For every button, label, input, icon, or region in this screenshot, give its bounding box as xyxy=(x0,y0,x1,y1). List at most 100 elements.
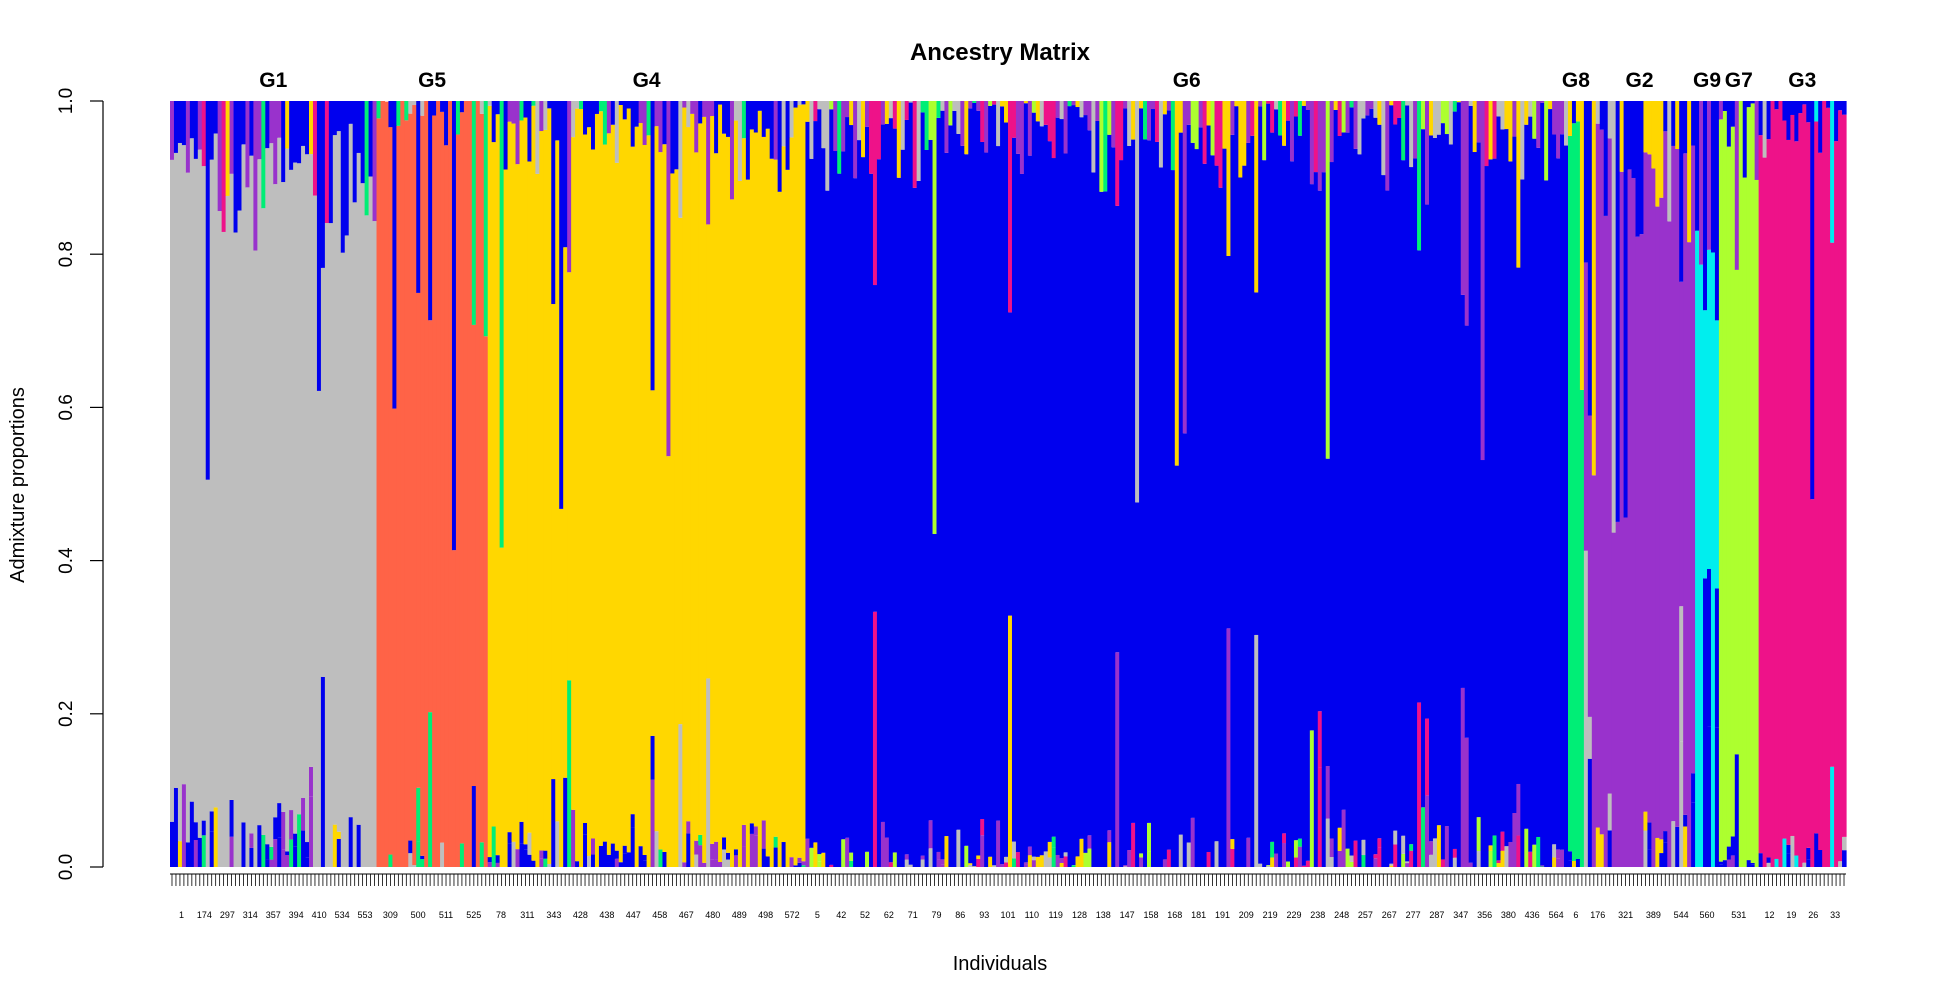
bar-segment-g6-49-2 xyxy=(1000,101,1005,106)
bar-segment-g6-10-1 xyxy=(845,117,850,838)
bar-segment-g4-42-2 xyxy=(655,101,660,126)
bar-segment-g4-13-2 xyxy=(539,131,544,850)
bar-segment-g4-24-3 xyxy=(583,101,588,135)
bar-segment-g4-5-0 xyxy=(508,844,513,867)
bar-segment-g6-91-1 xyxy=(1167,110,1172,849)
bar-segment-g3-7-0 xyxy=(1786,853,1791,867)
bar-segment-g7-1-2 xyxy=(1723,101,1728,111)
bar-segment-g4-34-3 xyxy=(623,101,628,119)
bar-segment-g4-22-0 xyxy=(575,861,580,867)
bar-segment-g4-17-2 xyxy=(555,101,560,140)
bar-segment-g6-176-1 xyxy=(1504,129,1509,846)
bar-segment-g6-78-2 xyxy=(1115,101,1120,206)
bar-segment-g6-48-2 xyxy=(996,101,1001,146)
bar-segment-g6-40-0 xyxy=(964,846,969,867)
bar-segment-g5-10-0 xyxy=(416,841,421,867)
bar-segment-g6-140-1 xyxy=(1361,840,1366,855)
bar-segment-g6-104-1 xyxy=(1218,101,1223,188)
bar-segment-g1-26-3 xyxy=(273,101,278,184)
bar-segment-g1-20-3 xyxy=(249,101,254,156)
bar-segment-g5-10-1 xyxy=(416,788,421,841)
x-tick-label: 394 xyxy=(289,910,304,920)
bar-segment-g6-0-0 xyxy=(805,839,810,867)
bar-segment-g3-18-2 xyxy=(1830,101,1835,243)
bar-segment-g6-4-1 xyxy=(821,148,826,853)
bar-segment-g9-3-3 xyxy=(1707,101,1712,250)
bar-segment-g4-68-1 xyxy=(758,101,763,111)
x-tick-label: 511 xyxy=(439,910,453,920)
x-tick-label: 62 xyxy=(884,910,894,920)
bar-segment-g1-2-0 xyxy=(178,841,183,867)
bar-segment-g1-23-2 xyxy=(261,101,266,208)
bar-segment-g6-160-0 xyxy=(1441,859,1446,867)
bar-segment-g6-157-2 xyxy=(1429,135,1434,841)
bar-segment-g4-21-2 xyxy=(571,101,576,137)
bar-segment-g6-116-0 xyxy=(1266,866,1271,867)
bar-segment-g6-89-0 xyxy=(1159,167,1164,867)
bar-segment-g6-171-1 xyxy=(1485,101,1490,166)
bar-segment-g6-118-2 xyxy=(1274,101,1279,109)
bar-segment-g6-93-1 xyxy=(1175,101,1180,466)
bar-segment-g6-159-1 xyxy=(1437,135,1442,825)
bar-segment-g6-179-0 xyxy=(1516,836,1521,867)
bar-segment-g4-26-2 xyxy=(591,149,596,838)
bar-segment-g4-60-3 xyxy=(726,101,731,137)
bar-segment-g6-189-3 xyxy=(1556,101,1561,158)
group-label-g2: G2 xyxy=(1625,69,1653,92)
bar-segment-g6-134-2 xyxy=(1338,136,1343,828)
bar-segment-g6-49-1 xyxy=(1000,106,1005,864)
bar-segment-g6-94-2 xyxy=(1179,101,1184,133)
bar-segment-g6-50-1 xyxy=(1004,857,1009,863)
bar-segment-g6-55-0 xyxy=(1024,864,1029,867)
bar-segment-g1-28-0 xyxy=(281,850,286,867)
bar-segment-g6-15-0 xyxy=(865,852,870,867)
bar-segment-g3-14-2 xyxy=(1814,101,1819,121)
bar-segment-g5-24-2 xyxy=(472,101,477,325)
bar-segment-g6-134-0 xyxy=(1338,851,1343,867)
bar-segment-g1-23-1 xyxy=(261,208,266,835)
bar-segment-g4-60-0 xyxy=(726,860,731,867)
bar-segment-g6-57-1 xyxy=(1032,857,1037,861)
bar-segment-g1-29-3 xyxy=(285,101,290,149)
bar-segment-g2-1-1 xyxy=(1588,717,1593,759)
bar-segment-g2-19-3 xyxy=(1659,101,1664,198)
bar-segment-g2-8-0 xyxy=(1616,522,1621,867)
chart-title: Ancestry Matrix xyxy=(910,39,1091,66)
bar-segment-g6-106-2 xyxy=(1226,101,1231,256)
bar-segment-g4-79-0 xyxy=(801,865,806,867)
bar-segment-g6-74-1 xyxy=(1099,101,1104,192)
bar-segment-g6-55-1 xyxy=(1024,862,1029,864)
bar-segment-g2-15-2 xyxy=(1643,152,1648,811)
bar-segment-g1-22-0 xyxy=(257,825,262,867)
bar-segment-g6-152-3 xyxy=(1409,101,1414,167)
bar-segment-g6-64-3 xyxy=(1060,101,1065,119)
bar-segment-g4-27-1 xyxy=(595,101,600,114)
bar-segment-g4-55-1 xyxy=(706,224,711,678)
bar-segment-g6-112-1 xyxy=(1250,101,1255,136)
bar-segment-g1-5-1 xyxy=(190,138,195,801)
bar-segment-g4-58-1 xyxy=(718,105,723,862)
bar-segment-g6-148-2 xyxy=(1393,125,1398,831)
bar-segment-g6-80-1 xyxy=(1123,865,1128,866)
bar-segment-g1-18-1 xyxy=(241,144,246,822)
x-tick-label: 564 xyxy=(1549,910,1564,920)
bar-segment-g4-29-1 xyxy=(603,145,608,842)
bar-segment-g6-168-1 xyxy=(1473,101,1478,152)
bar-segment-g4-52-3 xyxy=(694,101,699,152)
y-tick-label: 0.6 xyxy=(56,394,77,420)
bar-segment-g6-184-1 xyxy=(1536,148,1541,837)
bar-segment-g6-81-0 xyxy=(1127,850,1132,867)
bar-segment-g6-12-0 xyxy=(853,178,858,867)
bar-segment-g6-111-1 xyxy=(1246,143,1251,838)
bar-segment-g6-38-1 xyxy=(956,830,961,842)
bar-segment-g2-16-2 xyxy=(1647,154,1652,822)
bar-segment-g6-124-0 xyxy=(1298,847,1303,867)
bar-segment-g6-82-1 xyxy=(1131,140,1136,823)
bar-segment-g4-1-2 xyxy=(492,101,497,142)
x-tick-label: 489 xyxy=(732,910,747,920)
bar-segment-g6-98-0 xyxy=(1195,149,1200,867)
bar-segment-g4-40-0 xyxy=(647,135,652,867)
bar-segment-g1-7-1 xyxy=(198,150,203,838)
bar-segment-g3-15-1 xyxy=(1818,153,1823,850)
bar-segment-g6-153-1 xyxy=(1413,101,1418,158)
